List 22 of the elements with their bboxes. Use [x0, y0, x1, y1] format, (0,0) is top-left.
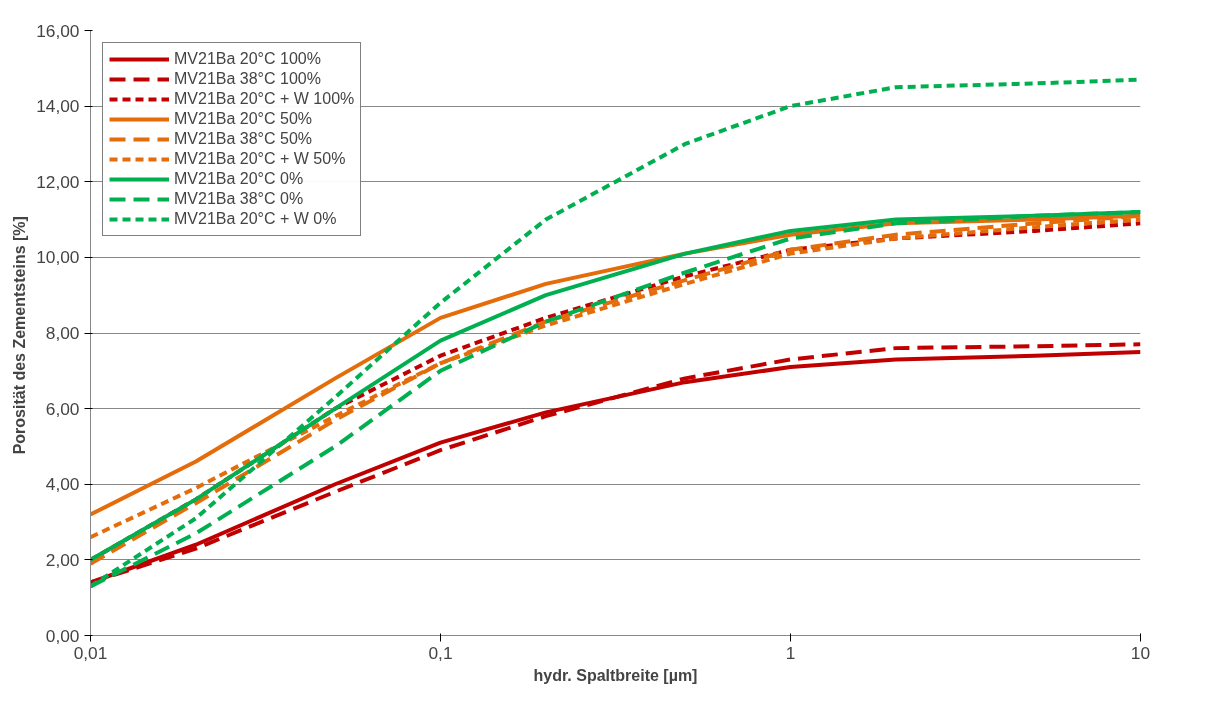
legend-label: MV21Ba 38°C 50% [174, 130, 313, 148]
y-tick-label: 6,00 [45, 398, 80, 419]
legend-label: MV21Ba 38°C 100% [174, 70, 321, 88]
legend-label: MV21Ba 20°C + W 50% [174, 150, 346, 168]
y-tick-label: 12,00 [36, 171, 80, 192]
legend-label: MV21Ba 20°C + W 100% [174, 90, 355, 108]
y-tick-label: 8,00 [45, 323, 80, 343]
legend-label: MV21Ba 38°C 0% [174, 190, 304, 208]
legend-label: MV21Ba 20°C 50% [174, 110, 313, 128]
legend-label: MV21Ba 20°C 0% [174, 170, 304, 188]
x-tick-label: 10 [1130, 642, 1151, 663]
legend-label: MV21Ba 20°C 100% [174, 50, 321, 68]
x-axis-title: hydr. Spaltbreite [µm] [533, 666, 698, 684]
y-tick-label: 16,00 [36, 20, 80, 41]
y-tick-label: 10,00 [36, 247, 80, 268]
y-tick-label: 14,00 [36, 96, 80, 117]
legend-label: MV21Ba 20°C + W 0% [174, 210, 337, 228]
x-tick-label: 1 [785, 642, 796, 663]
y-axis-title: Porosität des Zementsteins [%] [11, 216, 29, 455]
y-tick-label: 2,00 [45, 549, 80, 570]
y-tick-label: 4,00 [45, 474, 80, 495]
x-tick-label: 0,1 [428, 642, 453, 663]
